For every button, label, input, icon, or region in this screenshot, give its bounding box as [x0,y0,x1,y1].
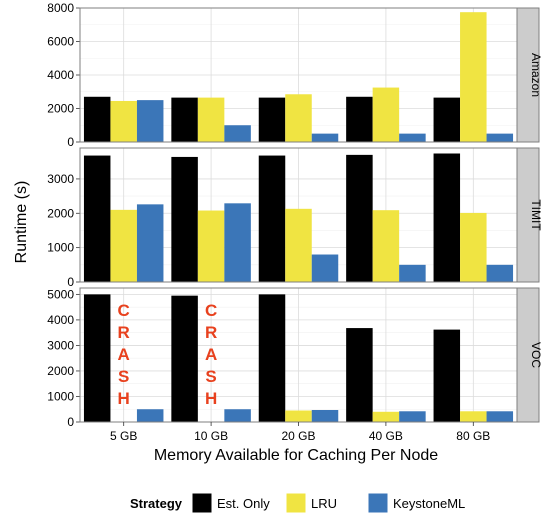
bar-timit-est-only-80-gb [433,153,461,282]
bar-amazon-lru-20-gb [285,94,312,142]
y-tick-label: 2000 [47,206,74,220]
bar-amazon-est-only-40-gb [346,96,373,142]
y-tick-label: 4000 [47,68,74,82]
bar-voc-keystoneml-5-gb [136,409,164,422]
bar-timit-lru-5-gb [110,209,137,282]
bar-amazon-lru-10-gb [197,97,225,142]
bar-voc-keystoneml-10-gb [224,409,251,422]
y-tick-label: 5000 [47,287,74,301]
bar-timit-est-only-20-gb [258,155,286,282]
bar-voc-est-only-80-gb [433,329,461,422]
bar-amazon-lru-40-gb [372,87,400,142]
legend-label-keystoneml: KeystoneML [393,496,465,511]
y-tick-label: 0 [67,275,74,289]
annotation-letter: R [205,323,217,342]
bar-timit-est-only-40-gb [346,154,373,282]
bar-amazon-keystoneml-80-gb [486,133,514,142]
bar-timit-lru-80-gb [460,212,487,282]
legend: Strategy Est. Only LRU KeystoneML [130,492,465,514]
bar-amazon-lru-5-gb [110,100,137,142]
annotation-letter: S [118,367,129,386]
x-tick-label: 80 GB [456,429,490,443]
facet-strip-label: Amazon [529,53,543,97]
facet-strip [516,287,540,423]
y-tick-label: 1000 [47,389,74,403]
annotation-letter: R [118,323,130,342]
y-tick-label: 3000 [47,172,74,186]
bar-voc-lru-40-gb [372,411,400,422]
bar-timit-keystoneml-20-gb [311,254,339,282]
x-tick-label: 10 GB [194,429,228,443]
panel-timit: 0 1000 2000 3000 TIMIT [47,147,543,289]
bar-voc-est-only-20-gb [258,294,286,422]
annotation-letter: C [118,301,130,320]
bar-voc-est-only-40-gb [346,328,373,422]
bar-timit-est-only-10-gb [171,156,198,282]
y-tick-label: 2000 [47,102,74,116]
facet-strip [516,7,540,143]
legend-key-est-only [191,492,213,514]
bar-timit-keystoneml-10-gb [224,203,251,282]
bar-timit-keystoneml-40-gb [399,264,426,282]
x-tick-label: 5 GB [110,429,137,443]
annotation-letter: S [205,367,216,386]
x-axis-label: Memory Available for Caching Per Node [154,447,438,464]
bar-amazon-est-only-5-gb [83,96,111,142]
facet-strip-label: VOC [529,342,543,368]
bar-timit-keystoneml-5-gb [136,204,164,282]
bar-amazon-keystoneml-5-gb [136,100,164,142]
facet-strip [516,147,540,283]
bar-amazon-est-only-20-gb [258,97,286,142]
bar-voc-lru-20-gb [285,410,312,422]
bar-timit-lru-40-gb [372,210,400,282]
bar-amazon-keystoneml-40-gb [399,133,426,142]
y-tick-label: 4000 [47,313,74,327]
bar-voc-keystoneml-80-gb [486,411,514,422]
y-tick-label: 8000 [47,1,74,15]
annotation-letter: A [205,345,217,364]
bar-voc-keystoneml-40-gb [399,411,426,422]
y-tick-label: 0 [67,135,74,149]
x-tick-label: 40 GB [369,429,403,443]
y-tick-label: 3000 [47,338,74,352]
bar-amazon-est-only-10-gb [171,97,198,142]
legend-key-lru [285,492,307,514]
bar-timit-keystoneml-80-gb [486,264,514,282]
x-tick-label: 20 GB [281,429,315,443]
panel-amazon: 0 2000 4000 6000 8000 Amazon [47,1,543,149]
bar-amazon-keystoneml-10-gb [224,125,251,142]
y-tick-label: 0 [67,415,74,429]
y-tick-label: 6000 [47,35,74,49]
bar-voc-est-only-10-gb [171,295,198,422]
y-tick-label: 2000 [47,364,74,378]
bar-amazon-est-only-80-gb [433,97,461,142]
annotation-letter: H [205,389,217,408]
bar-voc-keystoneml-20-gb [311,410,339,422]
bar-timit-lru-10-gb [197,210,225,282]
legend-label-lru: LRU [311,496,337,511]
bar-amazon-lru-80-gb [460,12,487,142]
facet-strip-label: TIMIT [529,199,543,231]
bar-timit-lru-20-gb [285,208,312,282]
bar-voc-lru-80-gb [460,411,487,422]
y-tick-label: 1000 [47,241,74,255]
annotation-letter: A [118,345,130,364]
annotation-letter: H [118,389,130,408]
annotation-letter: C [205,301,217,320]
bar-voc-est-only-5-gb [83,294,111,422]
bar-amazon-keystoneml-20-gb [311,133,339,142]
legend-label-est-only: Est. Only [217,496,270,511]
y-axis-label: Runtime (s) [13,181,30,264]
legend-key-keystoneml [367,492,389,514]
bar-timit-est-only-5-gb [83,155,111,282]
legend-title: Strategy [130,496,183,511]
